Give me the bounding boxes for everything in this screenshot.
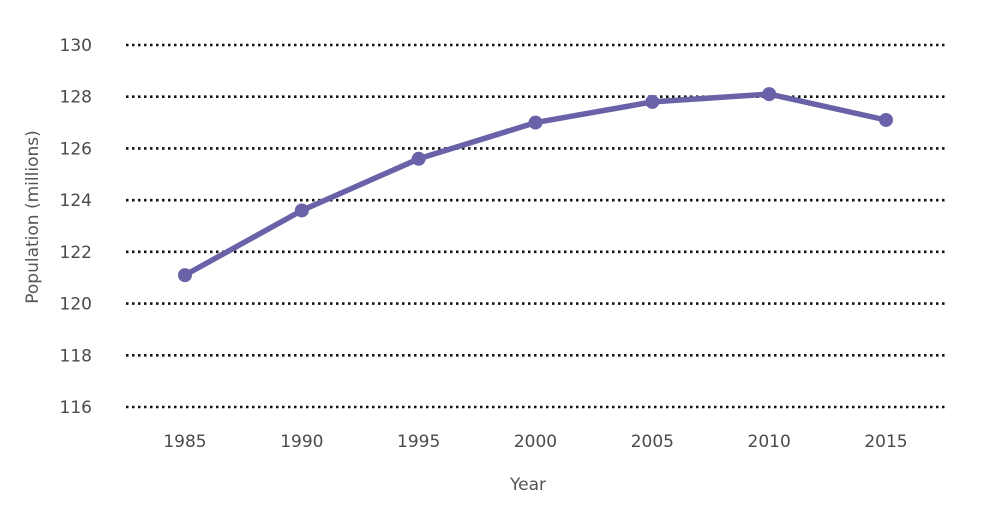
x-tick-label: 2005 xyxy=(631,432,674,452)
y-tick-label: 124 xyxy=(60,191,92,211)
data-point-1990 xyxy=(294,203,309,218)
data-point-2015 xyxy=(879,112,893,127)
y-tick-label: 126 xyxy=(60,139,92,159)
x-axis-ticks: 1985 1990 1995 2000 2005 2010 2015 xyxy=(163,432,907,452)
y-tick-label: 116 xyxy=(60,398,92,418)
y-tick-label: 120 xyxy=(60,295,92,315)
x-axis-title: Year xyxy=(509,475,546,495)
y-axis-title: Population (millions) xyxy=(23,130,43,303)
y-tick-label: 130 xyxy=(60,36,92,56)
y-tick-label: 118 xyxy=(60,346,92,366)
y-tick-label: 128 xyxy=(60,88,92,108)
data-point-2010 xyxy=(762,87,777,102)
y-axis-ticks: 116 118 120 122 124 126 128 130 xyxy=(60,36,92,418)
data-point-1995 xyxy=(411,151,426,166)
gridlines xyxy=(126,43,948,409)
x-tick-label: 1995 xyxy=(397,432,440,452)
data-point-1985 xyxy=(178,268,192,283)
y-tick-label: 122 xyxy=(60,243,92,263)
series-layer xyxy=(178,87,893,283)
x-tick-label: 2000 xyxy=(514,432,557,452)
x-tick-label: 1990 xyxy=(280,432,323,452)
data-point-2005 xyxy=(645,94,660,109)
x-tick-label: 2015 xyxy=(864,432,907,452)
data-point-2000 xyxy=(528,115,543,130)
x-tick-label: 1985 xyxy=(163,432,206,452)
x-tick-label: 2010 xyxy=(748,432,791,452)
